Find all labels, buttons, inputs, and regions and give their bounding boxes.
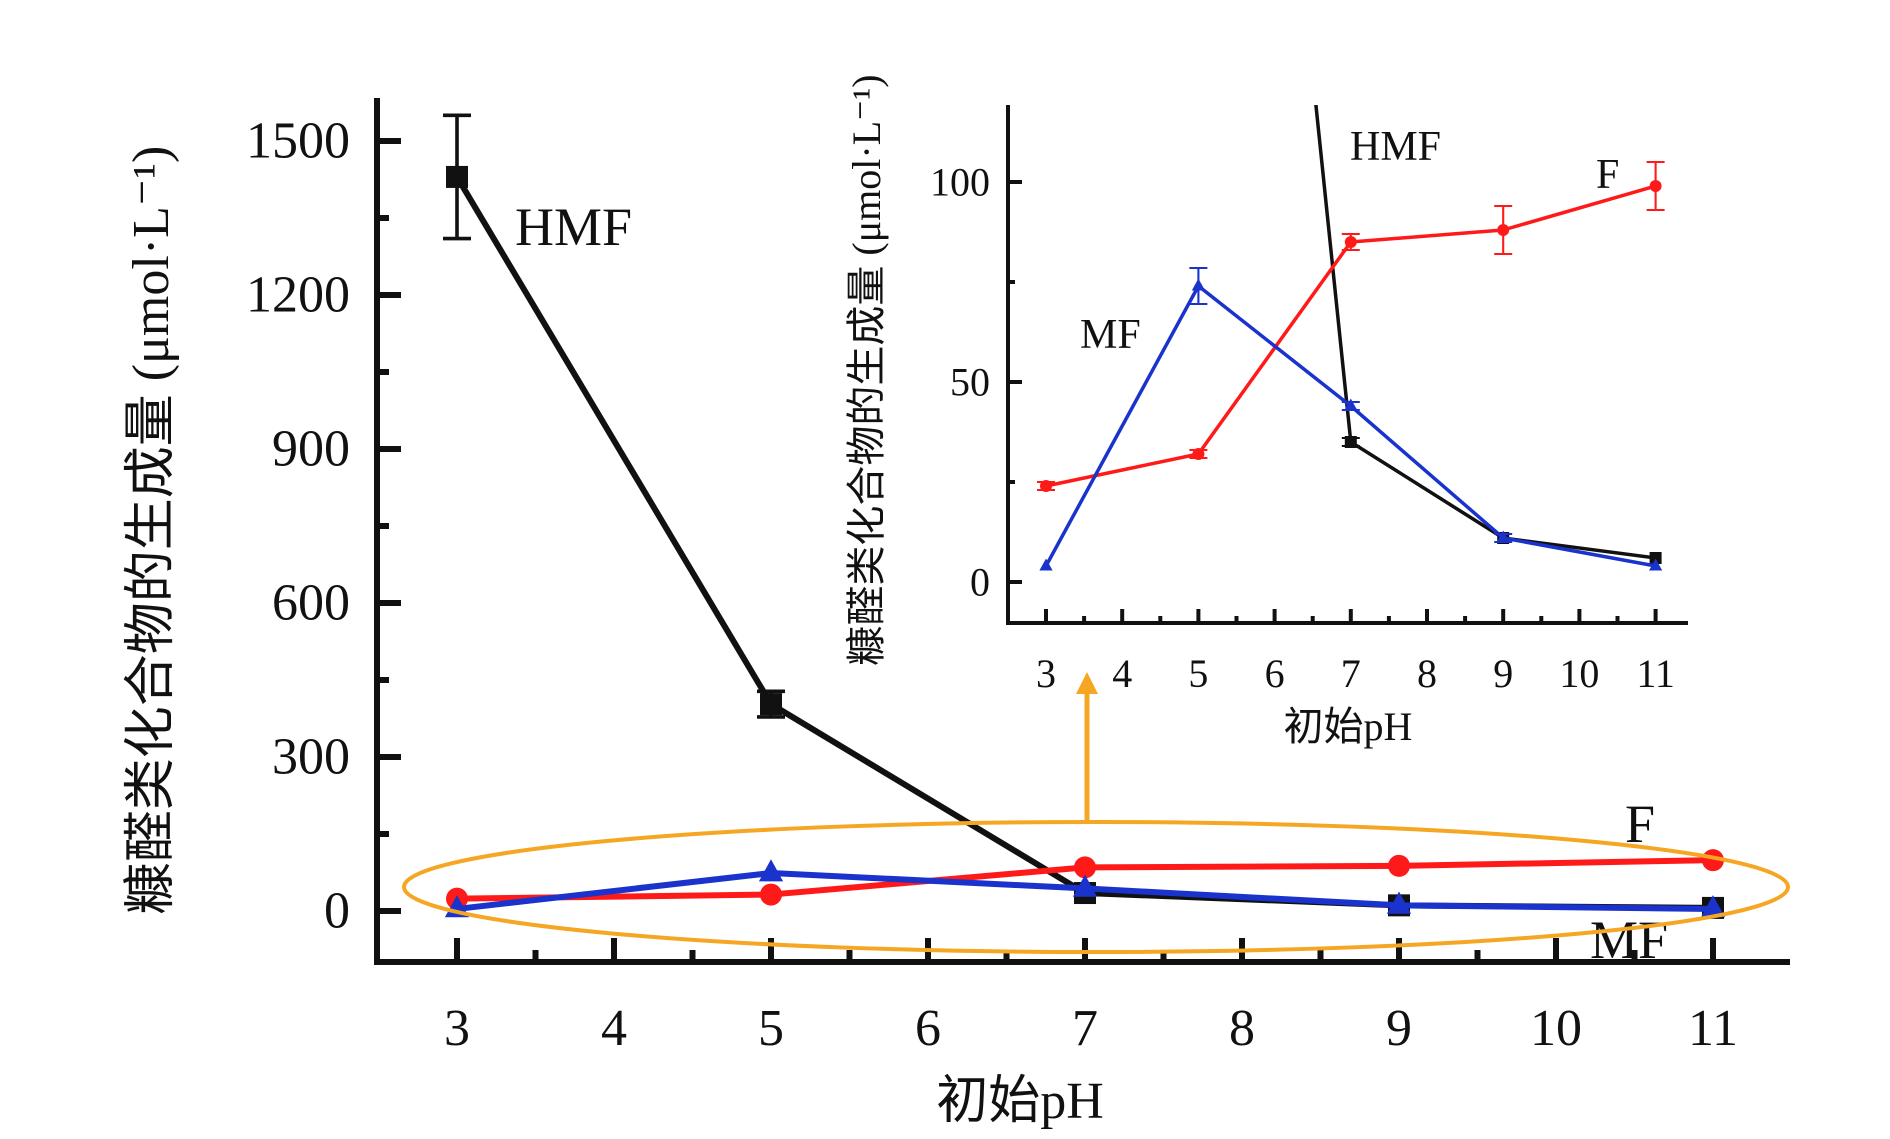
main-point-hmf — [446, 165, 468, 188]
inset-point-mf — [1496, 530, 1510, 543]
inset-plot: 0 50 100 3 4 5 6 7 8 9 10 11 初始pH 糠醛类化合物的生成量 (μmol·L⁻… — [844, 74, 1688, 749]
inset-x-tick-label: 6 — [1265, 651, 1285, 696]
inset-point-f — [1497, 224, 1510, 236]
inset-point-mf — [1649, 558, 1663, 571]
inset-x-tick-label: 3 — [1036, 651, 1056, 696]
main-x-tick-label: 11 — [1688, 1000, 1738, 1057]
main-y-tick-label: 1200 — [246, 267, 350, 324]
main-series-group — [443, 113, 1726, 919]
main-y-axis-title: 糠醛类化合物的生成量 (μmol·L⁻¹) — [122, 146, 180, 915]
inset-point-mf — [1191, 278, 1205, 291]
inset-point-hmf — [1344, 436, 1357, 448]
inset-series-label-f: F — [1596, 152, 1619, 198]
inset-point-f — [1040, 480, 1052, 492]
inset-series-hmf — [1314, 105, 1662, 564]
main-x-tick-label: 5 — [758, 1000, 784, 1057]
inset-x-tick-label: 5 — [1188, 651, 1208, 696]
main-x-tick-label: 9 — [1386, 1000, 1412, 1057]
main-y-tick-label: 900 — [272, 421, 350, 478]
inset-y-tick-label: 100 — [930, 160, 990, 205]
main-x-tick-label: 3 — [444, 1000, 470, 1057]
inset-x-tick-label: 8 — [1417, 651, 1437, 696]
main-x-tick-label: 7 — [1072, 1000, 1098, 1057]
main-point-hmf — [760, 693, 782, 716]
inset-series-group — [1037, 105, 1665, 571]
main-series-f — [446, 849, 1724, 910]
main-series-hmf — [443, 113, 1724, 919]
inset-arrow-head — [1076, 672, 1098, 694]
inset-series-label-mf: MF — [1080, 312, 1141, 358]
main-point-mf — [1700, 895, 1726, 918]
main-point-mf — [758, 859, 784, 882]
inset-series-mf — [1039, 266, 1663, 571]
inset-series-f — [1037, 160, 1665, 492]
main-point-f — [1388, 854, 1410, 877]
main-x-tick-label: 6 — [915, 1000, 941, 1057]
inset-point-mf — [1039, 558, 1053, 571]
inset-point-f — [1344, 236, 1357, 248]
main-x-tick-label: 8 — [1229, 1000, 1255, 1057]
inset-x-tick-label: 10 — [1559, 651, 1599, 696]
inset-series-label-hmf: HMF — [1350, 124, 1441, 170]
inset-x-tick-label: 11 — [1636, 651, 1675, 696]
main-point-f — [1074, 856, 1096, 879]
main-x-axis-title: 初始pH — [936, 1073, 1104, 1130]
inset-x-axis-title: 初始pH — [1284, 704, 1413, 749]
main-x-tick-label: 4 — [601, 1000, 627, 1057]
main-x-tick-label: 10 — [1530, 1000, 1582, 1057]
main-series-label-mf: MF — [1590, 910, 1668, 970]
inset-point-hmf — [1649, 552, 1662, 564]
inset-x-tick-label: 9 — [1493, 651, 1513, 696]
highlight-ellipse — [402, 820, 1790, 954]
inset-point-f — [1192, 448, 1205, 460]
inset-x-tick-label: 7 — [1341, 651, 1361, 696]
main-plot: 0 300 600 900 1200 1500 3 4 5 6 7 8 9 10 11 初始pH 糠醛类化合物的… — [122, 98, 1790, 1130]
main-point-f — [760, 883, 782, 906]
inset-x-tick-label: 4 — [1112, 651, 1132, 696]
main-point-mf — [1072, 874, 1098, 897]
main-y-tick-label: 0 — [324, 883, 350, 940]
inset-y-axis-title: 糠醛类化合物的生成量 (μmol·L⁻¹) — [844, 74, 889, 665]
inset-y-tick-label: 0 — [970, 560, 990, 605]
inset-point-mf — [1344, 398, 1358, 411]
main-point-mf — [1386, 891, 1412, 914]
inset-y-tick-label: 50 — [950, 360, 990, 405]
main-series-mf — [444, 859, 1726, 918]
annotation-layer — [402, 672, 1790, 954]
main-y-tick-label: 1500 — [246, 113, 350, 170]
main-y-tick-label: 300 — [272, 729, 350, 786]
main-y-tick-label: 600 — [272, 575, 350, 632]
inset-line-hmf — [1314, 105, 1656, 560]
inset-point-f — [1649, 180, 1662, 192]
main-series-label-hmf: HMF — [515, 197, 632, 257]
